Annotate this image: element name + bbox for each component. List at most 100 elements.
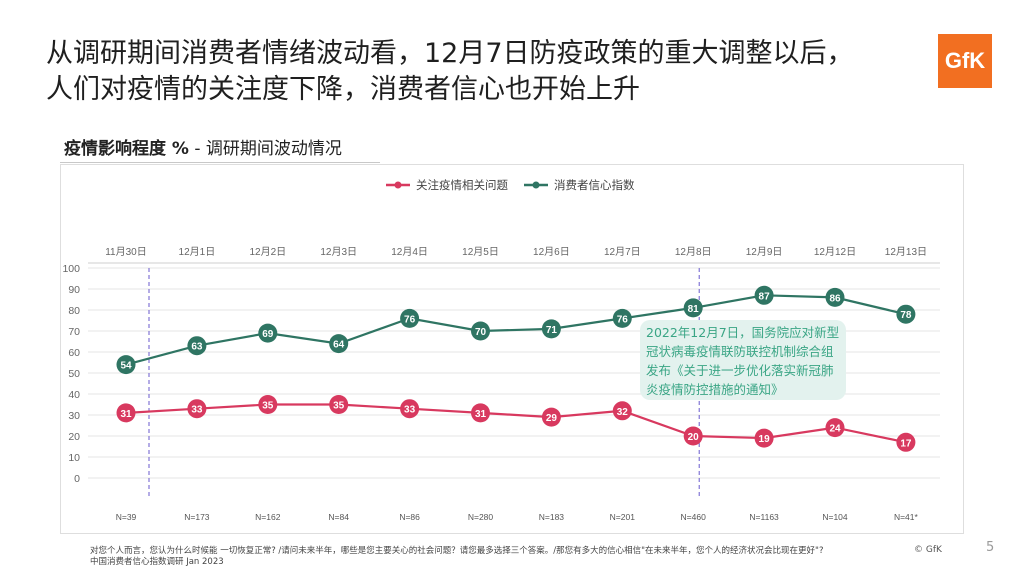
x-category-label: 12月2日 — [249, 246, 286, 258]
x-category-label: 12月5日 — [462, 246, 499, 258]
sample-size-label: N=41* — [894, 512, 919, 522]
policy-annotation: 2022年12月7日，国务院应对新型冠状病毒疫情联防联控机制综合组发布《关于进一… — [640, 320, 846, 400]
data-point — [471, 403, 490, 423]
sample-size-label: N=1163 — [749, 512, 779, 522]
headline: 从调研期间消费者情绪波动看，12月7日防疫政策的重大调整以后， 人们对疫情的关注… — [46, 36, 936, 108]
data-label: 54 — [120, 361, 132, 372]
x-category-label: 12月9日 — [746, 246, 783, 258]
data-point — [612, 308, 632, 328]
y-tick-label: 10 — [68, 452, 80, 464]
data-point — [825, 287, 845, 307]
subtitle-underline — [60, 162, 380, 163]
data-label: 20 — [688, 432, 700, 443]
chart-frame — [60, 164, 964, 534]
y-tick-label: 20 — [68, 431, 80, 443]
data-label: 86 — [829, 293, 841, 304]
y-tick-label: 50 — [68, 368, 80, 380]
data-point — [754, 285, 774, 305]
x-category-label: 12月4日 — [391, 246, 428, 258]
data-label: 78 — [900, 310, 912, 321]
y-tick-label: 70 — [68, 326, 80, 338]
data-label: 64 — [333, 340, 345, 351]
data-label: 87 — [759, 291, 771, 302]
legend-swatch-marker — [532, 181, 540, 189]
data-point — [683, 298, 703, 318]
subtitle-bold: 疫情影响程度 % — [64, 139, 189, 159]
data-point — [683, 426, 703, 446]
series-line — [125, 294, 907, 366]
data-label: 17 — [900, 438, 912, 449]
sample-size-label: N=201 — [610, 512, 636, 522]
footnote-source: 中国消费者信心指数调研 Jan 2023 — [90, 557, 224, 567]
data-point — [329, 395, 349, 414]
data-label: 71 — [546, 325, 558, 336]
y-tick-label: 0 — [74, 473, 80, 485]
data-label: 76 — [404, 314, 416, 325]
data-label: 33 — [404, 405, 416, 416]
data-label: 35 — [262, 401, 274, 412]
x-category-label: 12月6日 — [533, 246, 570, 258]
x-category-label: 12月1日 — [179, 246, 216, 258]
data-label: 81 — [688, 304, 700, 315]
data-point — [896, 304, 916, 324]
data-point — [258, 395, 278, 414]
data-point — [116, 355, 136, 375]
sample-size-label: N=280 — [468, 512, 494, 522]
y-tick-label: 100 — [62, 263, 80, 275]
footnote: 对您个人而言，您认为什么时候能 一切恢复正常? /请问未来半年，哪些是您主要关心… — [90, 546, 823, 568]
data-point — [896, 432, 916, 452]
data-label: 63 — [191, 342, 203, 353]
y-tick-label: 40 — [68, 389, 80, 401]
data-label: 33 — [191, 405, 203, 416]
legend-swatch-marker — [394, 181, 402, 189]
data-point — [541, 319, 561, 339]
data-point — [187, 399, 207, 419]
data-label: 31 — [120, 409, 132, 420]
series-line — [125, 403, 907, 444]
copyright: © GfK — [914, 545, 942, 555]
sample-size-label: N=183 — [539, 512, 565, 522]
x-category-label: 12月7日 — [604, 246, 641, 258]
page-number: 5 — [986, 540, 995, 555]
data-point — [187, 336, 207, 356]
sample-size-label: N=84 — [328, 512, 349, 522]
data-point — [329, 334, 349, 354]
sample-size-label: N=460 — [681, 512, 707, 522]
y-tick-label: 60 — [68, 347, 80, 359]
subtitle-rest: - 调研期间波动情况 — [188, 139, 342, 159]
data-point — [116, 403, 136, 423]
data-label: 35 — [333, 401, 345, 412]
x-category-label: 12月12日 — [814, 246, 856, 258]
sample-size-label: N=162 — [255, 512, 281, 522]
legend-label: 消费者信心指数 — [554, 178, 635, 192]
legend-label: 关注疫情相关问题 — [416, 178, 508, 192]
data-point — [400, 308, 420, 328]
y-tick-label: 30 — [68, 410, 80, 422]
headline-line-2: 人们对疫情的关注度下降，消费者信心也开始上升 — [46, 74, 640, 105]
data-point — [825, 418, 845, 438]
y-tick-label: 80 — [68, 305, 80, 317]
sample-size-label: N=86 — [399, 512, 420, 522]
data-point — [754, 428, 774, 448]
data-point — [400, 399, 420, 419]
headline-line-1: 从调研期间消费者情绪波动看，12月7日防疫政策的重大调整以后， — [46, 38, 854, 69]
y-tick-label: 90 — [68, 284, 80, 296]
data-label: 31 — [475, 409, 487, 420]
data-label: 70 — [475, 327, 487, 338]
x-category-label: 12月8日 — [675, 246, 712, 258]
data-label: 69 — [262, 329, 274, 340]
data-point — [258, 323, 278, 343]
sample-size-label: N=104 — [822, 512, 848, 522]
data-point — [541, 407, 561, 427]
data-label: 32 — [617, 407, 629, 418]
footnote-question: 对您个人而言，您认为什么时候能 一切恢复正常? /请问未来半年，哪些是您主要关心… — [90, 546, 824, 556]
data-point — [612, 401, 632, 421]
x-category-label: 11月30日 — [105, 246, 147, 258]
data-label: 76 — [617, 314, 629, 325]
sample-size-label: N=39 — [116, 512, 137, 522]
data-label: 29 — [546, 413, 558, 424]
sample-size-label: N=173 — [184, 512, 210, 522]
data-label: 19 — [759, 434, 771, 445]
chart-subtitle: 疫情影响程度 % - 调研期间波动情况 — [64, 134, 342, 159]
